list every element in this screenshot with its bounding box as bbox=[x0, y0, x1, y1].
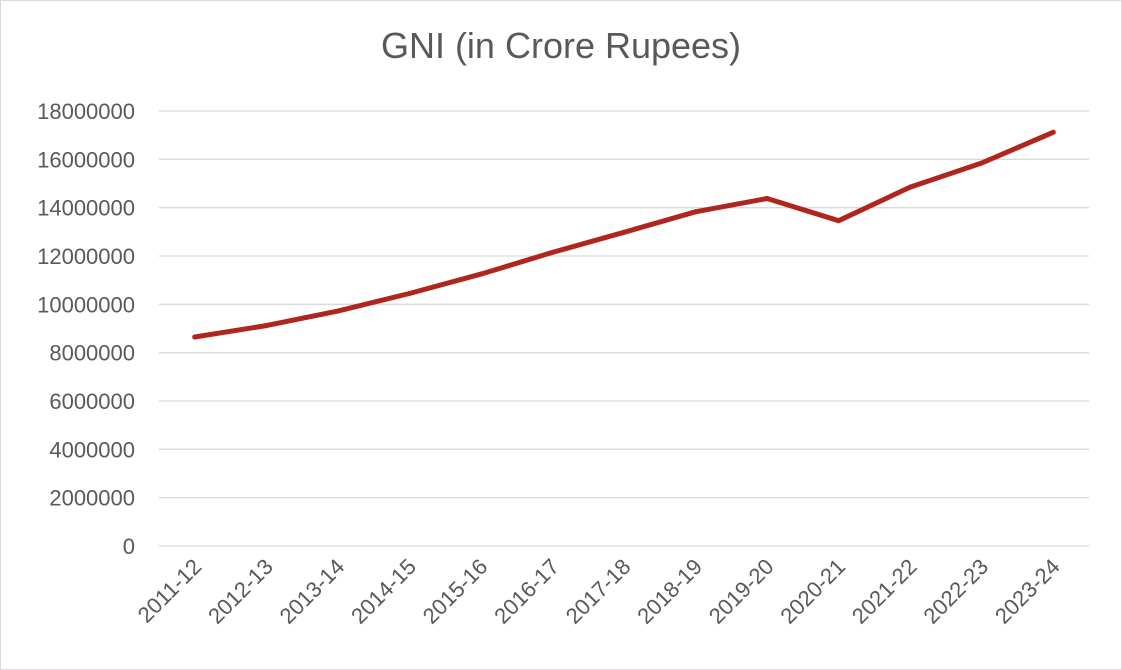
x-axis-ticks: 2011-122012-132013-142014-152015-162016-… bbox=[133, 554, 1065, 629]
y-axis-ticks: 0 2000000 4000000 6000000 8000000 10000000 120… bbox=[37, 99, 135, 559]
y-tick-label: 14000000 bbox=[37, 196, 135, 221]
y-tick-label: 0 bbox=[123, 534, 135, 559]
x-tick-label: 2018-19 bbox=[632, 554, 707, 629]
data-point bbox=[836, 218, 842, 224]
x-tick-label: 2015-16 bbox=[418, 554, 493, 629]
gridlines bbox=[159, 110, 1089, 547]
data-point bbox=[764, 195, 770, 201]
x-tick-label: 2020-21 bbox=[775, 554, 850, 629]
x-tick-label: 2012-13 bbox=[203, 554, 278, 629]
y-tick-label: 8000000 bbox=[49, 341, 135, 366]
y-tick-label: 2000000 bbox=[49, 486, 135, 511]
y-tick-label: 12000000 bbox=[37, 244, 135, 269]
data-point bbox=[693, 209, 699, 215]
data-point bbox=[979, 160, 985, 166]
data-point bbox=[263, 323, 269, 329]
x-tick-label: 2013-14 bbox=[275, 554, 350, 629]
data-point bbox=[478, 271, 484, 277]
x-tick-label: 2016-17 bbox=[489, 554, 564, 629]
y-tick-label: 16000000 bbox=[37, 147, 135, 172]
x-tick-label: 2011-12 bbox=[133, 554, 207, 628]
data-point bbox=[621, 229, 627, 235]
y-tick-label: 4000000 bbox=[49, 437, 135, 462]
x-tick-label: 2022-23 bbox=[918, 554, 993, 629]
x-tick-label: 2019-20 bbox=[704, 554, 779, 629]
data-point bbox=[907, 184, 913, 190]
data-point bbox=[406, 290, 412, 296]
y-tick-label: 10000000 bbox=[37, 292, 135, 317]
data-point bbox=[192, 334, 198, 340]
y-tick-label: 6000000 bbox=[49, 389, 135, 414]
data-point bbox=[1050, 129, 1056, 135]
y-tick-label: 18000000 bbox=[37, 99, 135, 124]
data-point bbox=[335, 308, 341, 314]
chart-title: GNI (in Crore Rupees) bbox=[380, 25, 742, 66]
x-tick-label: 2014-15 bbox=[346, 554, 421, 629]
x-tick-label: 2017-18 bbox=[561, 554, 636, 629]
x-tick-label: 2023-24 bbox=[990, 554, 1065, 629]
x-tick-label: 2021-22 bbox=[847, 554, 922, 629]
data-point bbox=[549, 249, 555, 255]
series-layer bbox=[192, 129, 1056, 340]
